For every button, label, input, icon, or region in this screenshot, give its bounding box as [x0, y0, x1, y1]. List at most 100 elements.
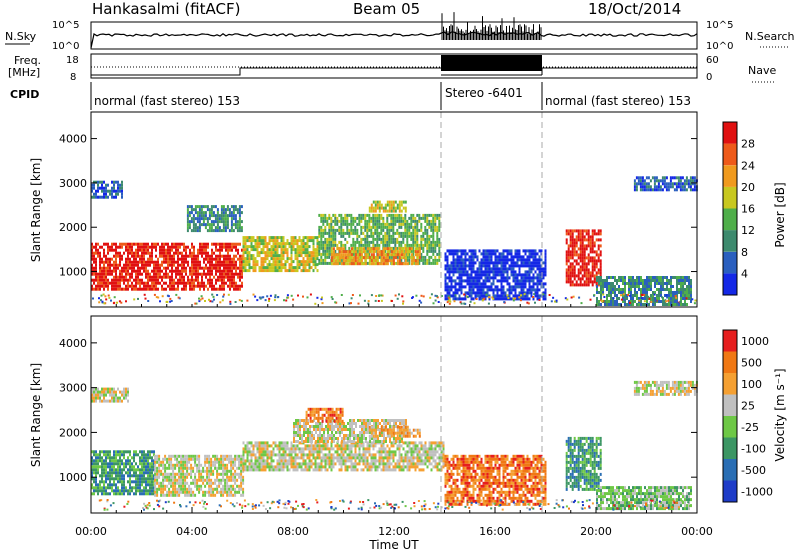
velocity-colorbar-swatch-0: [723, 480, 737, 502]
velocity-colorbar-swatch-6: [723, 351, 737, 373]
velocity-ytick-label-3: 4000: [59, 337, 87, 350]
x-tick-label-6: 00:00: [681, 525, 713, 538]
x-tick-label-2: 08:00: [277, 525, 309, 538]
freq-panel-frame: [90, 53, 698, 79]
power-colorbar: 4 8 12 16 20 24 28: [722, 121, 755, 296]
freq-unit: [MHz]: [8, 66, 40, 79]
velocity-colorbar-swatch-7: [723, 330, 737, 352]
power-colorbar-frame: [722, 121, 738, 296]
power-colorbar-swatch-6: [723, 143, 737, 166]
velocity-xlabel: Time UT: [368, 538, 419, 552]
velocity-y-ticks: 1000 2000 3000 4000: [59, 337, 697, 484]
power-ytick-label-3: 4000: [59, 133, 87, 146]
nsearch-tick-bottom: 10^0: [706, 41, 733, 52]
nave-step-2: [541, 67, 697, 75]
velocity-colorbar-tick-6: -500: [741, 464, 766, 477]
power-colorbar-tick-4: 20: [741, 181, 755, 194]
cpid-label: CPID: [10, 88, 39, 101]
power-colorbar-swatch-2: [723, 230, 737, 252]
nsky-tick-top: 10^5: [52, 20, 79, 31]
power-frame: [90, 111, 698, 308]
velocity-colorbar-swatch-5: [723, 373, 737, 395]
velocity-ytick-label-1: 2000: [59, 426, 87, 439]
x-tick-label-1: 04:00: [176, 525, 208, 538]
freq-label: Freq.: [14, 54, 41, 67]
cpid-segment-1: normal (fast stereo) 153: [94, 94, 240, 108]
power-ytick-label-2: 3000: [59, 177, 87, 190]
velocity-colorbar-tick-3: 25: [741, 399, 755, 412]
nsearch-label: N.Search: [745, 30, 795, 43]
power-colorbar-tick-0: 4: [741, 267, 748, 280]
velocity-region-7: [565, 436, 602, 491]
power-data: [91, 176, 698, 306]
velocity-colorbar-swatch-2: [723, 437, 737, 459]
power-region-10: [186, 205, 243, 233]
beam-title: Beam 05: [353, 0, 420, 18]
power-colorbar-tick-1: 8: [741, 246, 748, 259]
velocity-colorbar-label: Velocity [m s⁻¹]: [773, 368, 787, 461]
nsky-panel-frame: [90, 21, 698, 50]
power-colorbar-tick-3: 16: [741, 203, 755, 216]
x-tick-label-4: 16:00: [479, 525, 511, 538]
cpid-segment-3: normal (fast stereo) 153: [545, 94, 691, 108]
power-ylabel: Slant Range [km]: [29, 158, 43, 262]
power-colorbar-tick-2: 12: [741, 224, 755, 237]
velocity-ytick-label-0: 1000: [59, 471, 87, 484]
velocity-region-1: [154, 454, 245, 497]
velocity-data: [91, 380, 698, 511]
velocity-region-6: [444, 454, 547, 506]
power-ytick-label-0: 1000: [59, 266, 87, 279]
velocity-colorbar-tick-4: -25: [741, 421, 759, 434]
cpid-segment-2: Stereo -6401: [445, 86, 523, 100]
nsearch-tick-top: 10^5: [706, 20, 733, 31]
power-y-ticks: 1000 2000 3000 4000: [59, 133, 698, 307]
power-region-5: [444, 249, 547, 301]
nave-step-1: [91, 67, 441, 76]
velocity-colorbar: 1000 500 100 25 -25 -100 -500 -1000: [722, 329, 773, 503]
nsky-label: N.Sky: [5, 30, 37, 43]
station-title: Hankasalmi (fitACF): [92, 0, 240, 18]
power-colorbar-swatch-7: [723, 122, 737, 144]
freq-tick-top: 18: [66, 55, 79, 66]
power-ground-scatter: [92, 293, 697, 305]
freq-tick-bottom: 8: [70, 72, 76, 83]
velocity-ground-scatter: [98, 499, 691, 511]
velocity-colorbar-swatch-1: [723, 459, 737, 481]
velocity-x-ticks: 00:00 04:00 08:00 12:00 16:00 20:00 00:00: [75, 507, 713, 538]
stereo-freq-block: [441, 55, 542, 71]
power-colorbar-swatch-4: [723, 186, 737, 209]
power-region-3: [330, 247, 421, 266]
power-colorbar-swatch-3: [723, 208, 737, 231]
x-tick-label-0: 00:00: [75, 525, 107, 538]
velocity-colorbar-swatch-3: [723, 416, 737, 438]
power-region-2: [318, 213, 441, 265]
power-colorbar-label: Power [dB]: [773, 182, 787, 247]
power-colorbar-swatch-0: [723, 273, 737, 295]
nsearch-spikes: [441, 12, 542, 40]
power-region-4: [368, 200, 407, 213]
power-colorbar-swatch-1: [723, 251, 737, 274]
velocity-region-10: [91, 387, 129, 403]
power-colorbar-tick-5: 24: [741, 159, 755, 172]
nave-tick-top: 60: [706, 55, 719, 66]
velocity-region-9: [633, 380, 698, 396]
power-region-9: [91, 180, 123, 199]
power-panel: 1000 2000 3000 4000 Slant Range [km]: [29, 111, 698, 308]
nave-label: Nave: [748, 64, 776, 77]
power-ytick-label-1: 2000: [59, 221, 87, 234]
power-region-0: [91, 242, 243, 291]
velocity-region-0: [91, 450, 155, 496]
nsky-tick-bottom: 10^0: [52, 41, 79, 52]
power-region-1: [242, 236, 319, 273]
x-tick-label-3: 12:00: [378, 525, 410, 538]
velocity-region-4: [305, 407, 344, 423]
velocity-region-2: [242, 441, 445, 472]
power-region-8: [633, 176, 698, 192]
x-tick-label-5: 20:00: [580, 525, 612, 538]
velocity-ytick-label-2: 3000: [59, 382, 87, 395]
velocity-colorbar-tick-0: 1000: [741, 335, 769, 348]
velocity-colorbar-tick-5: -100: [741, 442, 766, 455]
nsky-trace: [90, 31, 698, 49]
power-colorbar-swatch-5: [723, 165, 737, 187]
